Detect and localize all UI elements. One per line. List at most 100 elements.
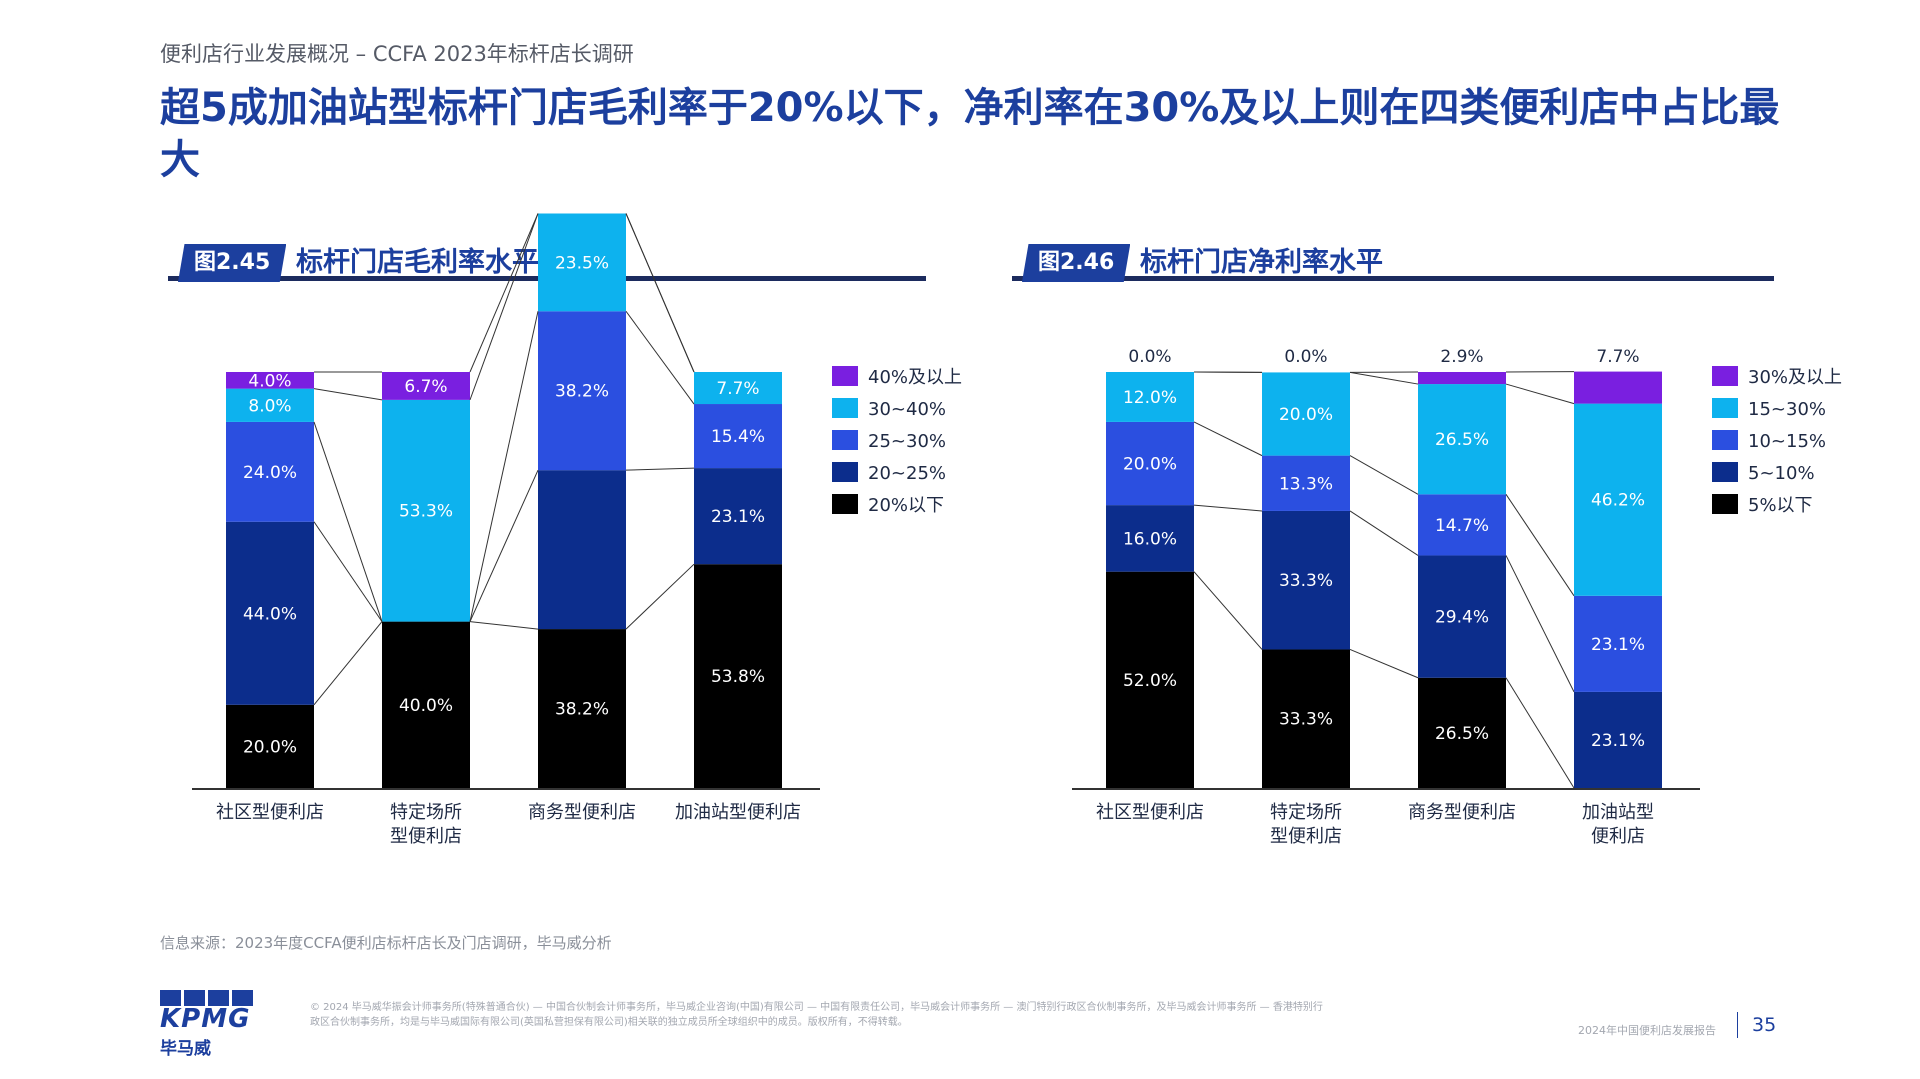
net-margin-chart: 52.0% 16.0% 20.0% 12.0% 33.3% 33.3% 13.3% 20.0%… — [1072, 347, 1842, 847]
logo-boxes — [160, 990, 253, 1006]
legend-label: 10~15% — [1748, 431, 1826, 452]
data-label: 26.5% — [1435, 430, 1489, 450]
bar-segment — [1262, 510, 1350, 650]
bar-segment — [1574, 403, 1662, 596]
connector-line — [1349, 510, 1419, 556]
category-label: 便利店 — [1591, 826, 1645, 847]
data-label: 29.4% — [1435, 608, 1489, 628]
legend-swatch — [1712, 462, 1738, 482]
data-label: 23.1% — [1591, 635, 1645, 655]
connector-line — [1505, 383, 1575, 405]
report-name: 2024年中国便利店发展报告 — [1578, 1024, 1716, 1037]
bar-segment — [1574, 371, 1662, 404]
data-label: 7.7% — [716, 379, 759, 399]
legend-swatch — [832, 462, 858, 482]
logo-chinese-name: 毕马威 — [160, 1039, 211, 1059]
legend-swatch — [1712, 398, 1738, 418]
connector-line — [625, 213, 695, 373]
data-label: 20.0% — [1123, 455, 1177, 475]
page-number: 35 — [1752, 1014, 1777, 1036]
connector-line — [313, 521, 383, 622]
data-label: 8.0% — [248, 396, 291, 416]
category-label: 社区型便利店 — [1096, 802, 1204, 823]
bar-segment — [1262, 372, 1350, 456]
connector-line — [1193, 504, 1263, 512]
legal-notice: © 2024 毕马威华振会计师事务所(特殊普通合伙) — 中国合伙制会计师事务所… — [310, 1002, 1323, 1028]
data-label: 15.4% — [711, 427, 765, 447]
bar-segment — [226, 521, 314, 705]
logo-wordmark: KPMG — [160, 1004, 251, 1034]
category-label: 加油站型便利店 — [675, 802, 801, 823]
bar-segment — [1574, 595, 1662, 692]
top-label: 7.7% — [1596, 347, 1639, 367]
bar-segment — [538, 213, 626, 312]
bar-segment — [1418, 372, 1506, 385]
top-label: 2.9% — [1440, 347, 1483, 367]
bar-segment — [1106, 421, 1194, 506]
bar-segment — [538, 629, 626, 788]
connector-line — [313, 621, 383, 706]
data-label: 38.2% — [555, 382, 609, 402]
connector-line — [1349, 455, 1419, 495]
connector-line — [1505, 677, 1575, 789]
connector-line — [1505, 494, 1575, 597]
connector-line — [1505, 555, 1575, 693]
data-label: 53.3% — [399, 502, 453, 522]
category-label: 型便利店 — [1270, 826, 1342, 847]
bar-segment — [226, 704, 314, 788]
connector-line — [1349, 649, 1419, 679]
figure-tag: 图2.46 — [1022, 244, 1131, 282]
data-label: 23.1% — [711, 507, 765, 527]
bar-segment — [694, 468, 782, 565]
data-label: 52.0% — [1123, 671, 1177, 691]
bar-segment — [538, 470, 626, 630]
bar-segment — [382, 621, 470, 788]
legend-label: 20%以下 — [868, 495, 944, 516]
data-label: 38.2% — [555, 700, 609, 720]
connector-line — [469, 213, 539, 401]
legend-swatch — [832, 494, 858, 514]
data-label: 33.3% — [1279, 571, 1333, 591]
source-note: 信息来源：2023年度CCFA便利店标杆店长及门店调研，毕马威分析 — [160, 934, 612, 952]
category-label: 特定场所 — [390, 802, 462, 823]
data-label: 23.1% — [1591, 731, 1645, 751]
data-label: 20.0% — [1279, 405, 1333, 425]
bar-segment — [1106, 571, 1194, 788]
figure-title: 标杆门店毛利率水平 — [296, 247, 539, 278]
legend-swatch — [1712, 366, 1738, 386]
legend-swatch — [1712, 494, 1738, 514]
page-divider — [1737, 1012, 1738, 1038]
category-label: 型便利店 — [390, 826, 462, 847]
bar-segment — [1106, 372, 1194, 422]
bar-segment — [694, 404, 782, 469]
bar-segment — [226, 372, 314, 389]
category-label: 特定场所 — [1270, 802, 1342, 823]
legend-label: 5%以下 — [1748, 495, 1813, 516]
gross-margin-chart: 20.0% 44.0% 24.0% 8.0% 4.0% 40.0% 53.3% 6.7% 38.… — [192, 213, 962, 847]
bar-segment — [226, 388, 314, 422]
category-label: 加油站型 — [1582, 802, 1654, 823]
data-label: 12.0% — [1123, 388, 1177, 408]
data-label: 24.0% — [243, 463, 297, 483]
data-label: 4.0% — [248, 371, 291, 391]
bar-segment — [382, 372, 470, 400]
top-label: 0.0% — [1128, 347, 1171, 367]
connector-line — [1193, 421, 1263, 457]
connector-line — [1193, 571, 1263, 650]
connector-line — [625, 563, 695, 630]
legend-label: 25~30% — [868, 431, 946, 452]
bar-segment — [1418, 494, 1506, 556]
data-label: 33.3% — [1279, 710, 1333, 730]
figure-header-2: 图2.46 标杆门店净利率水平 — [1012, 240, 1774, 290]
connector-line — [469, 469, 539, 622]
data-label: 23.5% — [555, 253, 609, 273]
bar-segment — [1418, 555, 1506, 678]
connector-line — [1349, 371, 1419, 385]
legend-swatch — [1712, 430, 1738, 450]
data-label: 16.0% — [1123, 529, 1177, 549]
connector-line — [625, 310, 695, 405]
connector-line — [313, 421, 383, 622]
legend-label: 30~40% — [868, 399, 946, 420]
bar-segment — [1262, 455, 1350, 511]
bar-segment — [1418, 677, 1506, 788]
